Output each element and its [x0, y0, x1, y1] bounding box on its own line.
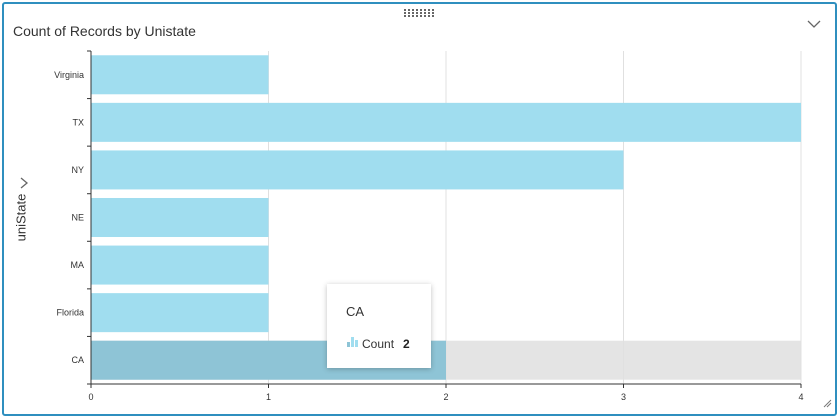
- y-tick-label: Virginia: [54, 70, 84, 80]
- y-tick-label: Florida: [56, 308, 84, 318]
- chart-title: Count of Records by Unistate: [13, 23, 196, 39]
- drag-dot: [420, 15, 422, 17]
- drag-dot: [412, 9, 414, 11]
- tooltip-value: 2: [403, 337, 410, 351]
- bar-series-icon: [347, 337, 358, 347]
- resize-corner-icon[interactable]: [822, 398, 832, 408]
- x-tick-label: 2: [443, 392, 448, 402]
- bar-ny: [91, 150, 624, 190]
- bar-ne: [91, 197, 269, 238]
- bar-tx: [91, 102, 801, 142]
- bar-virginia: [91, 55, 269, 95]
- y-tick-label: NE: [71, 213, 84, 223]
- drag-dot: [420, 12, 422, 14]
- drag-dot: [412, 12, 414, 14]
- y-tick-label: TX: [72, 117, 84, 127]
- drag-dot: [412, 15, 414, 17]
- y-tick-label: CA: [71, 355, 84, 365]
- drag-dot: [408, 9, 410, 11]
- bar-ma: [91, 245, 269, 285]
- drag-dot: [408, 12, 410, 14]
- drag-dot: [408, 15, 410, 17]
- drag-dot: [428, 15, 430, 17]
- drag-dot: [404, 12, 406, 14]
- drag-dot: [432, 9, 434, 11]
- drag-dot: [416, 12, 418, 14]
- tooltip: CA Count 2: [327, 284, 431, 368]
- drag-dot: [428, 12, 430, 14]
- drag-dot: [424, 15, 426, 17]
- drag-dot: [420, 9, 422, 11]
- drag-dot: [432, 12, 434, 14]
- chevron-right-icon[interactable]: [18, 176, 30, 190]
- y-tick-label: MA: [71, 260, 85, 270]
- drag-dot: [428, 9, 430, 11]
- drag-dot: [404, 15, 406, 17]
- drag-dot: [416, 15, 418, 17]
- drag-handle-icon[interactable]: [404, 9, 436, 17]
- tooltip-category: CA: [346, 304, 365, 319]
- x-tick-label: 1: [266, 392, 271, 402]
- y-tick-label: NY: [71, 165, 84, 175]
- x-tick-label: 4: [798, 392, 803, 402]
- bar-florida: [91, 293, 269, 333]
- drag-dot: [424, 9, 426, 11]
- tooltip-series-label: Count: [362, 337, 395, 351]
- x-tick-label: 0: [88, 392, 93, 402]
- drag-dot: [432, 15, 434, 17]
- chevron-down-icon[interactable]: [806, 18, 822, 30]
- drag-dot: [416, 9, 418, 11]
- x-tick-label: 3: [621, 392, 626, 402]
- drag-dot: [404, 9, 406, 11]
- drag-dot: [424, 12, 426, 14]
